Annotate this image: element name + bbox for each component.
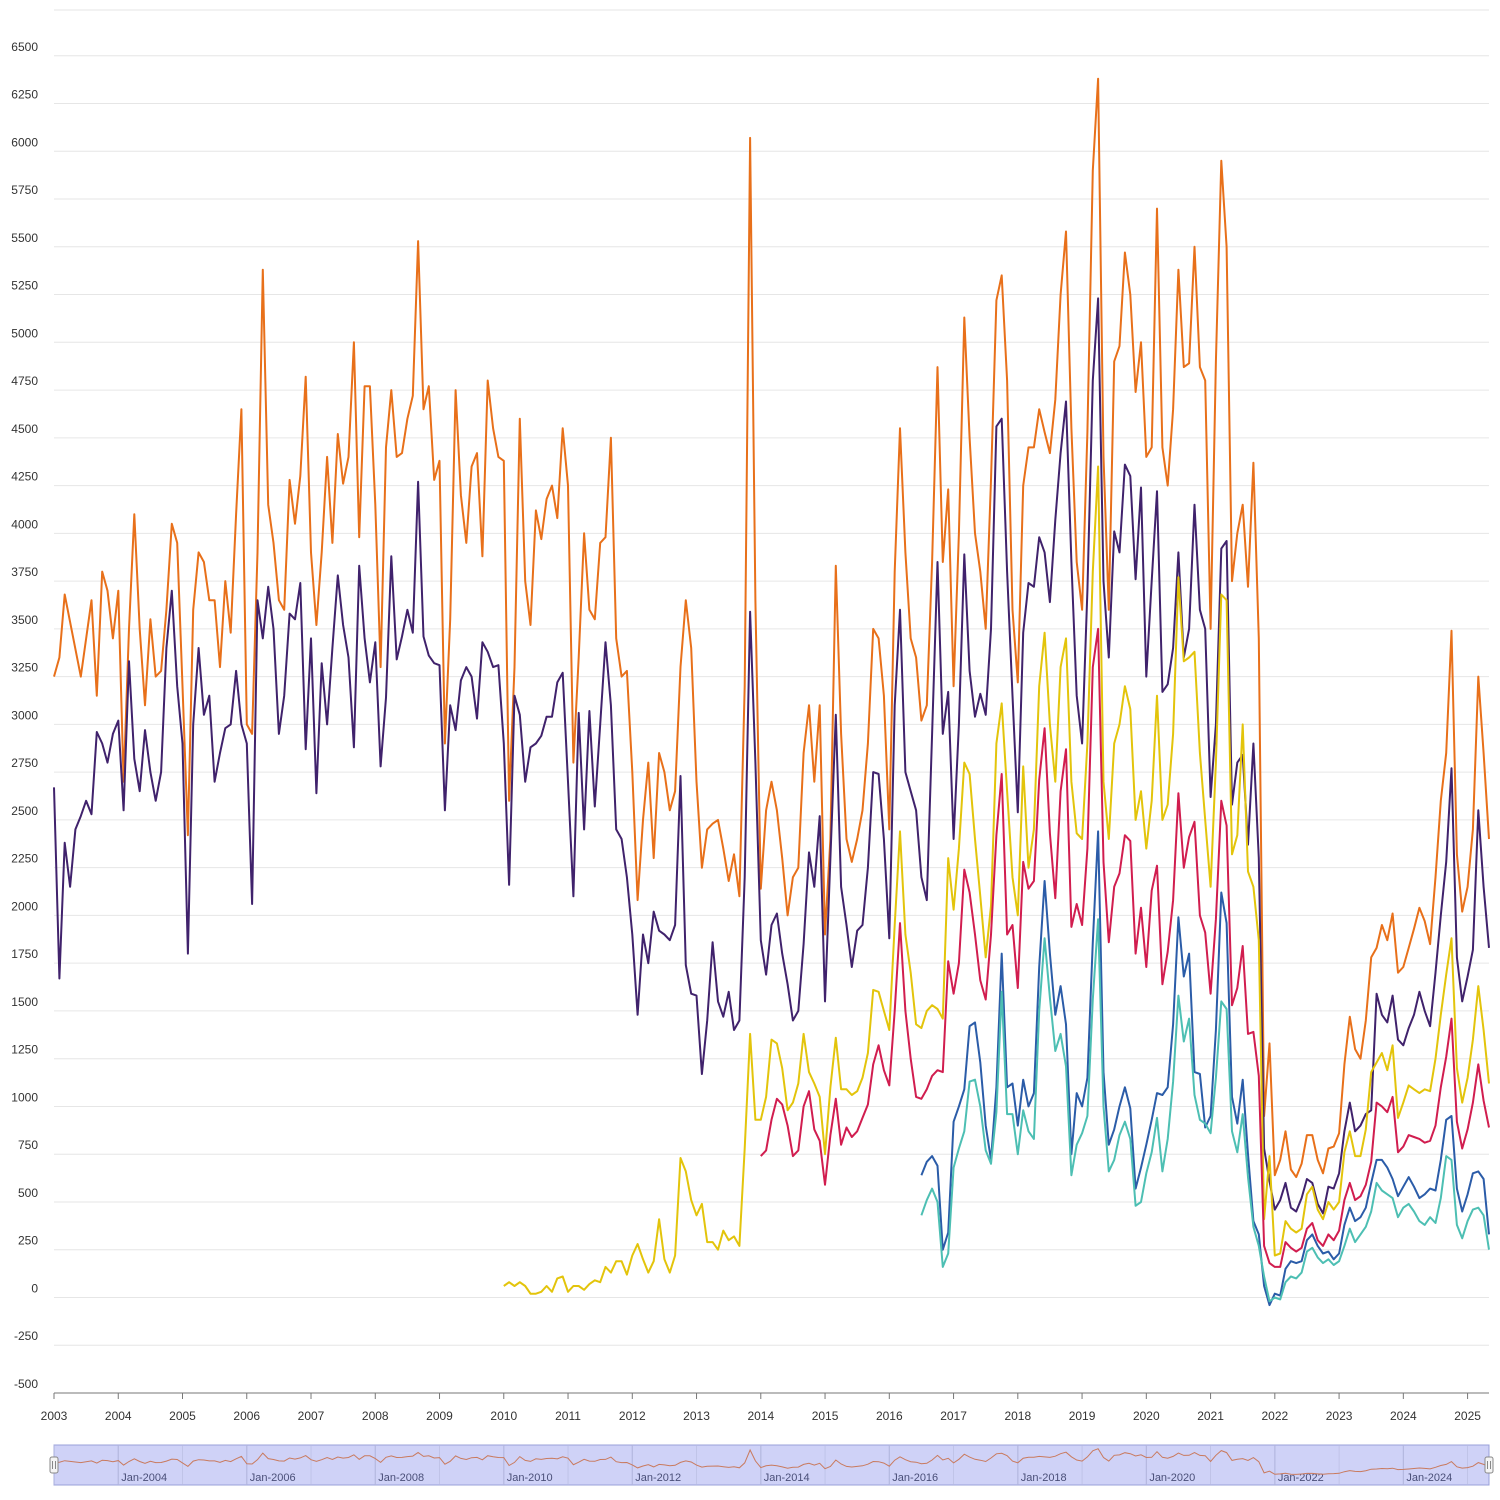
x-tick-label: 2007 [298, 1409, 325, 1423]
x-tick-label: 2022 [1261, 1409, 1288, 1423]
x-tick-label: 2019 [1069, 1409, 1096, 1423]
x-tick-label: 2025 [1454, 1409, 1481, 1423]
series-line-6 [920, 918, 1490, 1303]
navigator-left-handle[interactable] [49, 1456, 59, 1474]
x-tick-label: 2017 [940, 1409, 967, 1423]
navigator-series-line [53, 1448, 1490, 1475]
y-tick-label: 1250 [11, 1043, 38, 1057]
navigator-label: Jan-2020 [1149, 1472, 1195, 1484]
x-tick-label: 2016 [876, 1409, 903, 1423]
x-tick-label: 2011 [555, 1409, 581, 1423]
y-tick-label: 250 [18, 1234, 38, 1248]
x-tick-label: 2005 [169, 1409, 196, 1423]
y-tick-label: 0 [31, 1281, 38, 1295]
y-tick-label: 1750 [11, 947, 38, 961]
x-tick-label: 2006 [233, 1409, 260, 1423]
x-tick-label: 2010 [490, 1409, 517, 1423]
series-lines [53, 77, 1490, 1307]
y-tick-label: 2500 [11, 804, 38, 818]
y-axis-tick-labels: 6500625060005750550052505000475045004250… [11, 40, 38, 1391]
grid-lines [54, 9, 1489, 1394]
series-line-5 [920, 830, 1490, 1307]
y-tick-label: 4250 [11, 470, 38, 484]
y-tick-label: 2000 [11, 899, 38, 913]
y-tick-label: 5500 [11, 231, 38, 245]
y-tick-label: 6000 [11, 135, 38, 149]
y-tick-label: 2250 [11, 852, 38, 866]
x-tick-label: 2021 [1197, 1409, 1224, 1423]
range-navigator[interactable]: Jan-2004 Jan-2006 Jan-2008 Jan-2010 Jan-2012… [49, 1444, 1494, 1486]
y-tick-label: 6250 [11, 88, 38, 102]
navigator-label: Jan-2016 [892, 1472, 938, 1484]
navigator-label: Jan-2024 [1406, 1472, 1452, 1484]
y-tick-label: 4000 [11, 517, 38, 531]
y-tick-label: 4500 [11, 422, 38, 436]
x-tick-label: 2015 [812, 1409, 839, 1423]
y-tick-label: 1500 [11, 995, 38, 1009]
navigator-label: Jan-2006 [250, 1472, 296, 1484]
navigator-label: Jan-2010 [507, 1472, 553, 1484]
y-tick-label: 1000 [11, 1090, 38, 1104]
navigator-label: Jan-2018 [1021, 1472, 1067, 1484]
navigator-label: Jan-2022 [1278, 1472, 1324, 1484]
navigator-label: Jan-2012 [635, 1472, 681, 1484]
y-tick-label: 3250 [11, 661, 38, 675]
y-tick-label: 3500 [11, 613, 38, 627]
y-tick-label: 5000 [11, 326, 38, 340]
x-tick-label: 2009 [426, 1409, 453, 1423]
x-axis: 2003 2004 2005 2006 2007 2008 2009 2010 2011 2012… [41, 1392, 1489, 1423]
y-tick-label: 2750 [11, 756, 38, 770]
series-line-1 [53, 77, 1490, 1179]
x-tick-label: 2008 [362, 1409, 389, 1423]
y-tick-label: 5250 [11, 279, 38, 293]
x-tick-label: 2013 [683, 1409, 710, 1423]
series-line-4 [760, 627, 1490, 1268]
x-tick-label: 2020 [1133, 1409, 1160, 1423]
x-tick-label: 2012 [619, 1409, 646, 1423]
y-tick-label: -500 [14, 1377, 38, 1391]
x-tick-label: 2003 [41, 1409, 68, 1423]
x-tick-label: 2023 [1326, 1409, 1353, 1423]
y-tick-label: 4750 [11, 374, 38, 388]
series-line-2 [53, 297, 1490, 1215]
y-tick-label: 3000 [11, 708, 38, 722]
x-tick-label: 2004 [105, 1409, 132, 1423]
navigator-right-handle[interactable] [1484, 1456, 1494, 1474]
y-tick-label: 500 [18, 1186, 38, 1200]
navigator-label: Jan-2008 [378, 1472, 424, 1484]
y-tick-label: 3750 [11, 565, 38, 579]
y-tick-label: 6500 [11, 40, 38, 54]
y-tick-label: -250 [14, 1329, 38, 1343]
x-tick-label: 2014 [747, 1409, 774, 1423]
series-line-3 [503, 465, 1490, 1295]
y-tick-label: 5750 [11, 183, 38, 197]
y-tick-label: 750 [18, 1138, 38, 1152]
navigator-label: Jan-2004 [121, 1472, 167, 1484]
x-tick-label: 2018 [1004, 1409, 1031, 1423]
x-tick-label: 2024 [1390, 1409, 1417, 1423]
navigator-label: Jan-2014 [764, 1472, 810, 1484]
